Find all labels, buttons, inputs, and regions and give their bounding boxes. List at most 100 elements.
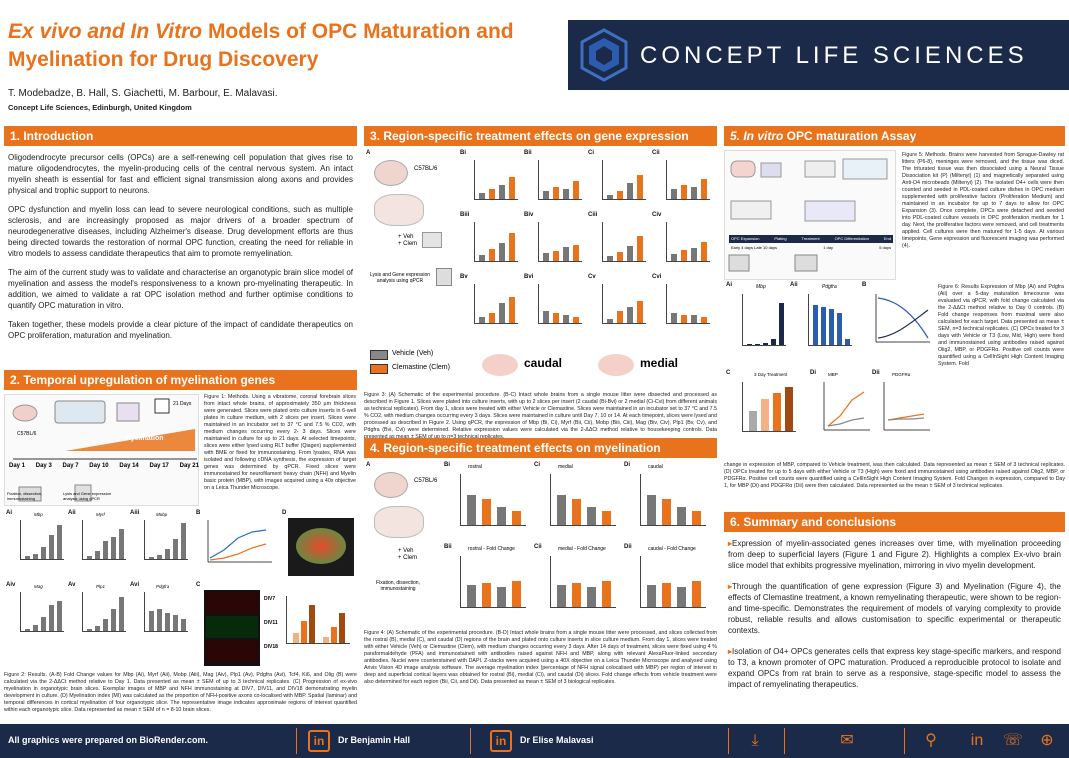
chart-bar [637, 301, 643, 323]
intro-text: Oligodendrocyte precursor cells (OPCs) a… [8, 153, 353, 340]
chart-bar [563, 315, 569, 323]
timeline-diagram [12, 398, 197, 502]
brand-banner: CONCEPT LIFE SCIENCES [568, 20, 1069, 90]
chart-bar [617, 191, 623, 199]
chart-bar [467, 495, 476, 525]
poster-header: Ex vivo and In Vitro Models of OPC Matur… [0, 0, 1069, 125]
chart-bar [587, 587, 596, 607]
website-icon[interactable]: ⊕ [1040, 732, 1054, 749]
section-opc-assay: 5. In vitro OPC maturation Assay OPC Exp… [724, 126, 1065, 510]
gene-chart [666, 160, 710, 200]
summary-item: ▸Isolation of O4+ OPCs generates cells t… [728, 647, 1061, 689]
chart-bar [691, 187, 697, 199]
chart-bar [497, 587, 506, 607]
affiliation: Concept Life Sciences, Edinburgh, United… [8, 103, 192, 112]
chart-bar [681, 315, 687, 323]
biorender-note: All graphics were prepared on BioRender.… [8, 735, 209, 745]
legend-veh-swatch [370, 350, 388, 360]
panel-label: Cv [588, 274, 596, 280]
chart-bar [543, 311, 549, 323]
chart-bar [617, 252, 623, 261]
chart-title: caudal - Fold Change [648, 546, 696, 552]
chart-bar [677, 507, 686, 525]
linkedin-icon[interactable]: in [970, 732, 984, 749]
chart-b-lines [207, 520, 272, 563]
chart-bar [543, 253, 549, 261]
immunostain-images [204, 590, 260, 666]
chart-bar [662, 583, 671, 607]
section-heading: 4. Region-specific treatment effects on … [364, 438, 717, 458]
chart-bar [553, 251, 559, 261]
chart-bar [509, 233, 515, 261]
figure-1-caption: Figure 1: Methods. Using a vibratome, co… [204, 394, 356, 491]
email-icon[interactable]: ✉ [840, 732, 854, 749]
figure-2-caption: Figure 2: Results. (A-B) Fold Change val… [4, 672, 357, 713]
figure-6-panels: Ai Aii B C Di Dii Mbp Pdgfra 3 Day Treat… [724, 282, 934, 458]
gene-chart [538, 160, 582, 200]
chart-bar [671, 254, 677, 261]
gene-chart [666, 222, 710, 262]
chart-bar [479, 193, 485, 199]
chart-bar [553, 187, 559, 199]
location-pin-icon[interactable]: ⚲ [925, 732, 937, 749]
brain-icon [374, 194, 424, 226]
chart-myrf [82, 520, 126, 560]
myelination-label: Myelination [125, 435, 164, 442]
chart-bar [509, 177, 515, 199]
gene-chart [602, 222, 646, 262]
chart-bar [482, 499, 491, 525]
myelination-chart [550, 474, 616, 526]
gene-chart [602, 160, 646, 200]
gene-chart [474, 222, 518, 262]
mouse-icon [374, 472, 408, 498]
chart-3-day-treatment [742, 382, 796, 432]
contact-benjamin-hall[interactable]: Dr Benjamin Hall [338, 735, 411, 745]
chart-bar [512, 511, 521, 525]
panel-label: Bii [524, 150, 532, 156]
chart-title: medial [558, 464, 573, 470]
chart-bar [553, 313, 559, 323]
chart-bar [602, 511, 611, 525]
section-summary: 6. Summary and conclusions ▸Expression o… [724, 512, 1065, 720]
chart-title: rostral [468, 464, 482, 470]
company-logo-icon [580, 28, 628, 82]
summary-item: ▸Through the quantification of gene expr… [728, 582, 1061, 635]
qpcr-machine-icon [436, 268, 452, 286]
chart-bar [607, 256, 613, 261]
linkedin-icon[interactable]: in [490, 730, 512, 752]
section-heading: 2. Temporal upregulation of myelination … [4, 370, 357, 390]
section-myelination: 4. Region-specific treatment effects on … [364, 438, 717, 720]
day-timeline: Day 1 Day 3 Day 7 Day 10 Day 14 Day 17 D… [9, 463, 199, 469]
chart-bar [647, 495, 656, 525]
panel-label: Bvi [524, 274, 534, 280]
section-heading: 3. Region-specific treatment effects on … [364, 126, 717, 146]
chart-bar [482, 583, 491, 607]
gene-chart [602, 284, 646, 324]
gene-chart [538, 284, 582, 324]
chart-bar [607, 319, 613, 323]
contact-elise-malavasi[interactable]: Dr Elise Malavasi [520, 735, 594, 745]
download-icon[interactable]: ⤓ [751, 732, 759, 749]
chart-mbp-timecourse [823, 382, 870, 431]
panel-label: Cii [534, 544, 542, 550]
medial-brain-icon [598, 354, 634, 376]
phone-icon[interactable]: ☏ [1002, 732, 1023, 749]
gene-expression-charts: Bi Bii Ci Cii Biii Biv Ciii Civ Bv Bvi Cv Cvi [460, 150, 716, 346]
chart-bar [512, 581, 521, 607]
linkedin-icon[interactable]: in [308, 730, 330, 752]
chart-bar [479, 317, 485, 323]
chart-bar [499, 185, 505, 199]
chart-bar [543, 191, 549, 199]
chart-bar [662, 499, 671, 525]
caudal-brain-icon [482, 354, 518, 376]
myelination-chart [460, 474, 526, 526]
chart-bar [627, 307, 633, 323]
poster-title: Ex vivo and In Vitro Models of OPC Matur… [8, 20, 514, 71]
summary-item: ▸Expression of myelin-associated genes i… [728, 539, 1061, 570]
chart-bar [691, 315, 697, 323]
chart-title: rostral - Fold Change [468, 546, 515, 552]
chart-bar [499, 303, 505, 323]
chart-bar [557, 495, 566, 525]
step-fixation: Fixation, dissection, immunostaining [7, 491, 43, 501]
chart-bar [573, 317, 579, 323]
